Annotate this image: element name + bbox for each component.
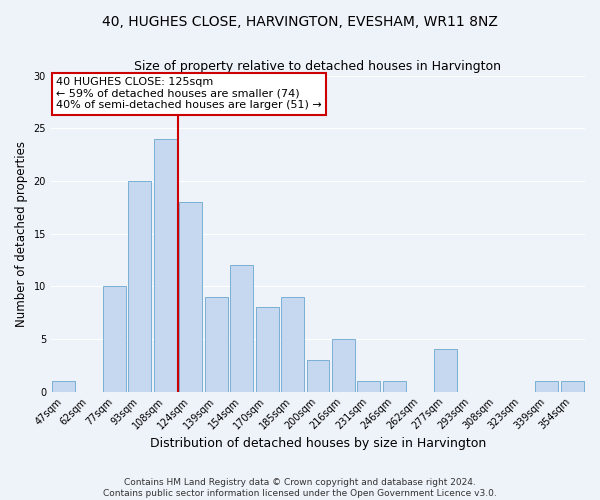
Bar	[52, 381, 75, 392]
Title: Size of property relative to detached houses in Harvington: Size of property relative to detached ho…	[134, 60, 502, 73]
X-axis label: Distribution of detached houses by size in Harvington: Distribution of detached houses by size …	[150, 437, 486, 450]
Bar	[281, 297, 304, 392]
Bar	[383, 381, 406, 392]
Bar	[205, 297, 227, 392]
Bar	[230, 265, 253, 392]
Text: 40, HUGHES CLOSE, HARVINGTON, EVESHAM, WR11 8NZ: 40, HUGHES CLOSE, HARVINGTON, EVESHAM, W…	[102, 15, 498, 29]
Bar	[434, 350, 457, 392]
Text: 40 HUGHES CLOSE: 125sqm
← 59% of detached houses are smaller (74)
40% of semi-de: 40 HUGHES CLOSE: 125sqm ← 59% of detache…	[56, 77, 322, 110]
Bar	[561, 381, 584, 392]
Bar	[128, 181, 151, 392]
Text: Contains HM Land Registry data © Crown copyright and database right 2024.
Contai: Contains HM Land Registry data © Crown c…	[103, 478, 497, 498]
Bar	[358, 381, 380, 392]
Bar	[332, 339, 355, 392]
Bar	[154, 139, 177, 392]
Y-axis label: Number of detached properties: Number of detached properties	[15, 140, 28, 326]
Bar	[307, 360, 329, 392]
Bar	[103, 286, 126, 392]
Bar	[535, 381, 558, 392]
Bar	[179, 202, 202, 392]
Bar	[256, 308, 278, 392]
